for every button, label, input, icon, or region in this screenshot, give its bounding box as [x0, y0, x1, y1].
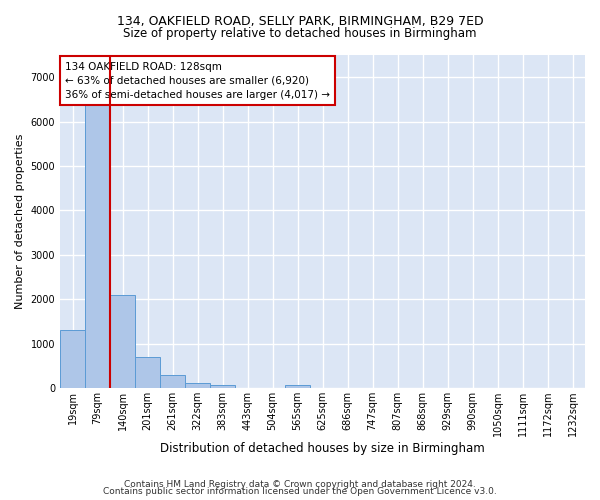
Text: Contains HM Land Registry data © Crown copyright and database right 2024.: Contains HM Land Registry data © Crown c…	[124, 480, 476, 489]
X-axis label: Distribution of detached houses by size in Birmingham: Distribution of detached houses by size …	[160, 442, 485, 455]
Text: 134, OAKFIELD ROAD, SELLY PARK, BIRMINGHAM, B29 7ED: 134, OAKFIELD ROAD, SELLY PARK, BIRMINGH…	[116, 15, 484, 28]
Bar	[185, 384, 210, 388]
Text: 134 OAKFIELD ROAD: 128sqm
← 63% of detached houses are smaller (6,920)
36% of se: 134 OAKFIELD ROAD: 128sqm ← 63% of detac…	[65, 62, 330, 100]
Bar	[110, 295, 135, 388]
Bar	[210, 386, 235, 388]
Y-axis label: Number of detached properties: Number of detached properties	[15, 134, 25, 310]
Bar	[85, 95, 110, 388]
Text: Contains public sector information licensed under the Open Government Licence v3: Contains public sector information licen…	[103, 488, 497, 496]
Bar	[285, 386, 310, 388]
Bar	[60, 330, 85, 388]
Bar	[160, 376, 185, 388]
Text: Size of property relative to detached houses in Birmingham: Size of property relative to detached ho…	[123, 28, 477, 40]
Bar	[135, 357, 160, 388]
